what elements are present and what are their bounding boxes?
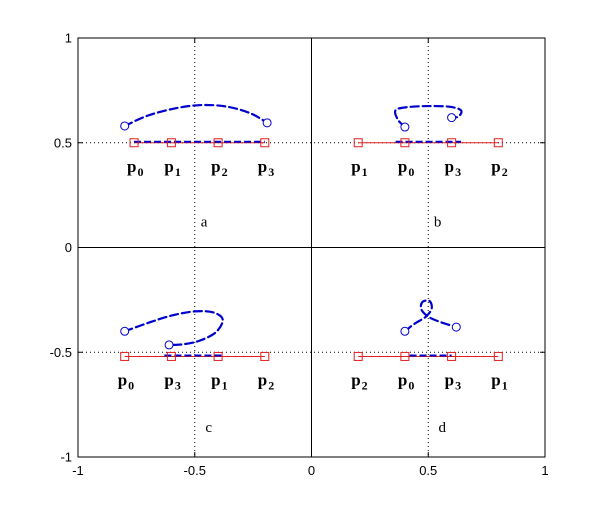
control-point-label: p1 <box>164 157 180 179</box>
control-point-label: p0 <box>398 157 414 179</box>
control-point-marker <box>353 138 363 148</box>
control-point-label: p3 <box>258 157 274 179</box>
control-point-marker <box>166 351 176 361</box>
control-point-label: p2 <box>491 157 507 179</box>
control-point-label: p2 <box>351 370 367 392</box>
control-point-marker <box>493 351 503 361</box>
control-point-label: p1 <box>351 157 367 179</box>
curve-endpoint-marker <box>400 326 410 336</box>
panel-c: p0 p3 p1 p2 c <box>118 310 274 436</box>
bezier-curve <box>393 104 463 129</box>
control-point-label: p2 <box>211 157 227 179</box>
curve-endpoint-marker <box>120 121 130 131</box>
control-point-marker <box>400 138 410 148</box>
control-point-label: p0 <box>118 370 134 392</box>
panel-a: p0 p1 p2 p3 a <box>120 103 274 231</box>
control-point-label: p3 <box>445 370 461 392</box>
x-tick-label: -0.5 <box>184 463 206 478</box>
panel-label: d <box>439 420 447 436</box>
control-point-label: p0 <box>127 157 143 179</box>
control-point-marker <box>166 138 176 148</box>
control-point-marker <box>493 138 503 148</box>
control-point-marker <box>260 351 270 361</box>
control-point-label: p2 <box>258 370 274 392</box>
control-point-label: p0 <box>398 370 414 392</box>
control-point-label: p1 <box>491 370 507 392</box>
x-tick-label: 0 <box>308 463 315 478</box>
axes-layer <box>78 38 545 457</box>
curve-endpoint-marker <box>262 118 272 128</box>
x-tick-label: 1 <box>541 463 548 478</box>
curve-endpoint-marker <box>400 122 410 132</box>
control-point-marker <box>447 351 457 361</box>
y-tick-label: 0 <box>65 240 72 255</box>
bezier-curve <box>123 310 224 347</box>
bezier-curve <box>123 103 269 128</box>
control-point-marker <box>129 138 139 148</box>
control-point-marker <box>213 351 223 361</box>
panel-label: a <box>201 215 208 231</box>
control-point-label: p3 <box>164 370 180 392</box>
control-point-label: p3 <box>445 157 461 179</box>
control-point-label: p1 <box>211 370 227 392</box>
panels-layer: p0 p1 p2 p3 a p1 p0 p3 p2 b p0 p3 p1 p2 c p2 p0 p3 p1 d <box>118 103 508 436</box>
panel-label: c <box>205 420 212 436</box>
y-tick-label: 1 <box>65 31 72 46</box>
control-point-marker <box>447 138 457 148</box>
ticks-layer: -1 -0.5 0 0.5 1 -1 -0.5 0 0.5 1 <box>50 31 549 479</box>
y-tick-label: 0.5 <box>54 135 72 150</box>
control-point-marker <box>260 138 270 148</box>
curve-endpoint-marker <box>451 322 461 332</box>
x-tick-label: -1 <box>72 463 84 478</box>
bezier-curve <box>403 299 458 333</box>
control-point-marker <box>353 351 363 361</box>
control-point-marker <box>120 351 130 361</box>
curve-endpoint-marker <box>447 113 457 123</box>
y-tick-label: -1 <box>60 450 72 465</box>
panel-b: p1 p0 p3 p2 b <box>351 104 508 231</box>
x-tick-label: 0.5 <box>419 463 437 478</box>
curve-endpoint-marker <box>164 340 174 350</box>
panel-d: p2 p0 p3 p1 d <box>351 299 508 436</box>
plot-frame <box>77 37 546 458</box>
curve-endpoint-marker <box>120 326 130 336</box>
control-point-marker <box>213 138 223 148</box>
panel-label: b <box>434 215 442 231</box>
y-tick-label: -0.5 <box>50 345 72 360</box>
control-point-marker <box>400 351 410 361</box>
